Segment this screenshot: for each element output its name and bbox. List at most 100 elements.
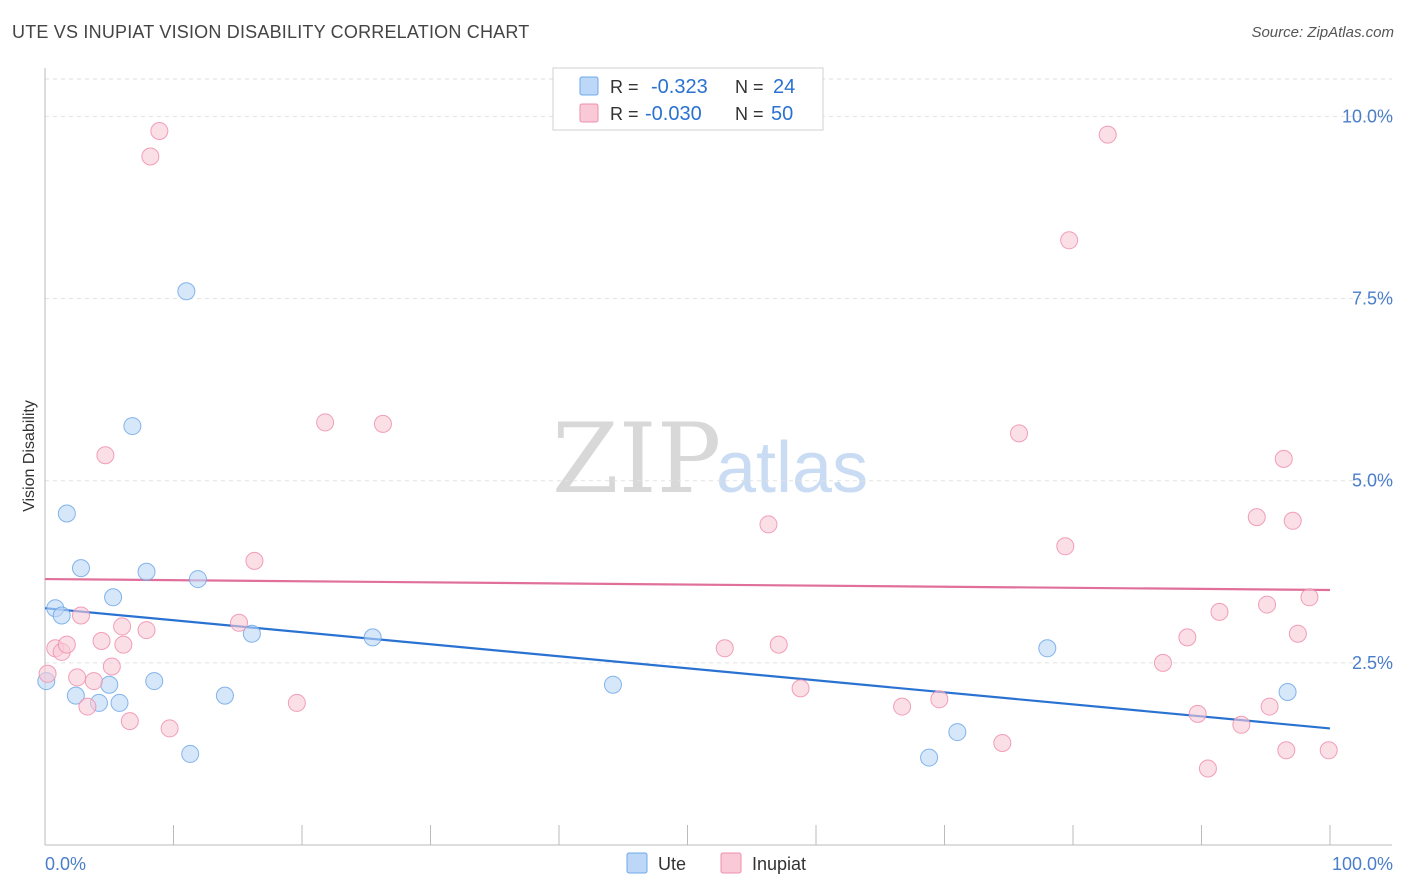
- point-ute: [104, 588, 123, 607]
- stats-legend-n-label-ute: N =: [735, 77, 764, 97]
- point-inupiat: [287, 693, 306, 712]
- trend-layer: [44, 577, 1331, 730]
- point-inupiat: [1247, 508, 1266, 527]
- point-inupiat: [84, 672, 103, 691]
- point-inupiat: [113, 617, 132, 636]
- y-tick-label: 7.5%: [1352, 289, 1393, 309]
- point-inupiat: [373, 414, 392, 433]
- point-inupiat: [1153, 653, 1172, 672]
- y-tick-label: 2.5%: [1352, 653, 1393, 673]
- series-legend-label-ute: Ute: [658, 854, 686, 874]
- point-inupiat: [791, 679, 810, 698]
- point-inupiat: [1274, 449, 1293, 468]
- point-inupiat: [38, 664, 57, 683]
- point-inupiat: [1098, 125, 1117, 144]
- point-inupiat: [1188, 704, 1207, 723]
- point-inupiat: [245, 551, 264, 570]
- series-legend-label-inupiat: Inupiat: [752, 854, 806, 874]
- trend-line-inupiat: [44, 577, 1331, 592]
- point-inupiat: [1283, 511, 1302, 530]
- stats-legend-r-label-ute: R =: [610, 77, 639, 97]
- point-inupiat: [1010, 424, 1029, 443]
- stats-legend-r-value-ute: -0.323: [651, 76, 708, 98]
- point-ute: [188, 570, 207, 589]
- point-inupiat: [769, 635, 788, 654]
- point-ute: [181, 744, 200, 763]
- stats-legend-r-label-inupiat: R =: [610, 104, 639, 124]
- point-inupiat: [160, 719, 179, 738]
- point-inupiat: [96, 446, 115, 465]
- y-tick-label: 5.0%: [1352, 471, 1393, 491]
- point-ute: [363, 628, 382, 647]
- axis-layer: Vision Disability 2.5% 5.0% 7.5% 10.0% 0.0% 1…: [21, 68, 1393, 874]
- point-inupiat: [993, 734, 1012, 752]
- stats-legend-n-value-ute: 24: [773, 76, 795, 98]
- point-inupiat: [1056, 537, 1075, 556]
- point-ute: [57, 504, 76, 523]
- trend-line-ute: [44, 607, 1331, 730]
- y-tick-label: 10.0%: [1342, 106, 1393, 126]
- point-ute: [66, 686, 85, 705]
- points-layer: [37, 122, 1338, 778]
- point-inupiat: [137, 621, 156, 640]
- point-inupiat: [141, 147, 160, 166]
- point-ute: [71, 559, 90, 578]
- point-inupiat: [102, 657, 121, 676]
- point-ute: [603, 675, 622, 694]
- point-ute: [137, 562, 156, 581]
- point-inupiat: [68, 668, 87, 687]
- point-inupiat: [930, 690, 949, 709]
- point-inupiat: [1260, 697, 1279, 716]
- point-ute: [1278, 683, 1297, 701]
- point-ute: [948, 723, 967, 742]
- point-inupiat: [1210, 602, 1229, 621]
- point-inupiat: [78, 697, 97, 716]
- series-legend-swatch-inupiat: [720, 852, 742, 874]
- point-inupiat: [893, 697, 912, 716]
- point-inupiat: [1300, 588, 1319, 607]
- stats-legend-swatch-inupiat: [579, 103, 599, 123]
- point-inupiat: [1232, 715, 1251, 734]
- stats-legend-r-value-inupiat: -0.030: [645, 103, 702, 125]
- x-tick-label: 0.0%: [45, 854, 86, 874]
- point-ute: [110, 693, 129, 712]
- point-inupiat: [1277, 741, 1296, 760]
- point-inupiat: [1288, 624, 1307, 643]
- chart-title: UTE VS INUPIAT VISION DISABILITY CORRELA…: [12, 22, 530, 42]
- point-ute: [123, 417, 142, 436]
- series-legend-swatch-ute: [626, 852, 648, 874]
- point-inupiat: [715, 639, 734, 658]
- point-inupiat: [1198, 759, 1217, 778]
- point-ute: [215, 686, 234, 705]
- point-inupiat: [114, 635, 133, 654]
- point-inupiat: [57, 635, 76, 654]
- point-inupiat: [759, 515, 778, 534]
- stats-legend: R = -0.323 N = 24 R = -0.030 N = 50: [552, 67, 824, 131]
- point-inupiat: [1319, 741, 1338, 760]
- watermark-atlas: atlas: [716, 428, 868, 508]
- stats-legend-n-value-inupiat: 50: [771, 103, 793, 125]
- point-inupiat: [316, 413, 335, 432]
- point-ute: [920, 748, 939, 767]
- stats-legend-n-label-inupiat: N =: [735, 104, 764, 124]
- grid-layer: [45, 78, 1392, 664]
- point-inupiat: [92, 632, 111, 650]
- point-ute: [1038, 639, 1057, 658]
- x-tick-label: 100.0%: [1332, 854, 1393, 874]
- point-inupiat: [150, 122, 169, 140]
- point-ute: [242, 624, 261, 643]
- point-inupiat: [1178, 628, 1197, 647]
- point-inupiat: [1258, 595, 1277, 614]
- point-ute: [52, 606, 71, 625]
- chart-source: Source: ZipAtlas.com: [1251, 24, 1394, 41]
- point-inupiat: [71, 606, 90, 625]
- series-legend: Ute Inupiat: [626, 852, 806, 874]
- watermark-zip: ZIP: [552, 403, 721, 515]
- point-ute: [145, 672, 164, 691]
- point-inupiat: [230, 613, 249, 632]
- point-inupiat: [120, 712, 139, 731]
- point-inupiat: [1060, 231, 1079, 250]
- point-ute: [100, 675, 119, 694]
